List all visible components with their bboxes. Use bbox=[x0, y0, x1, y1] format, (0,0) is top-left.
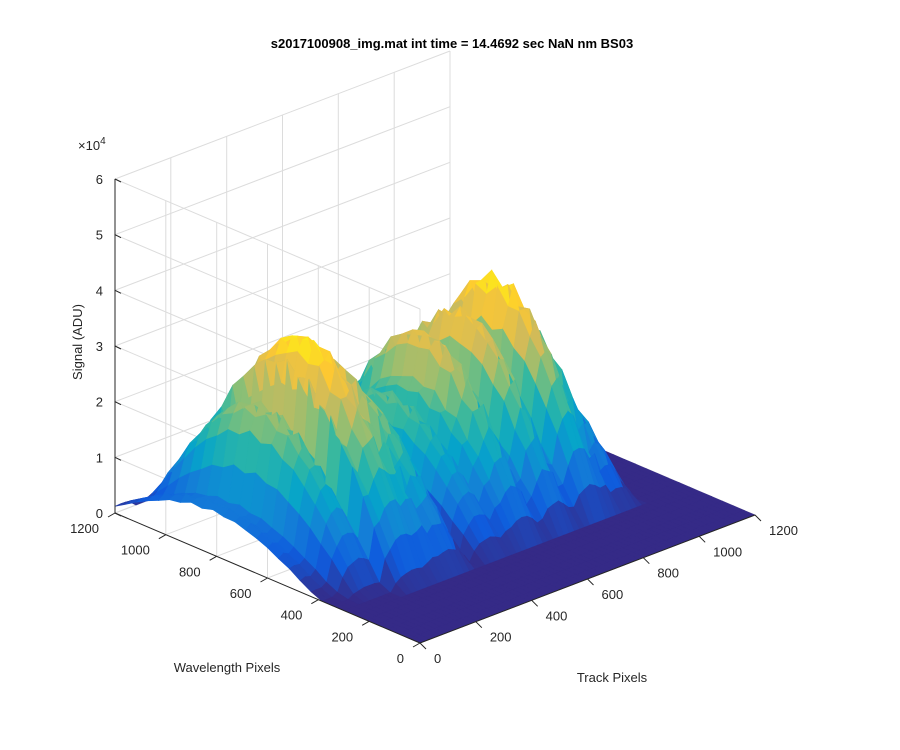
y-tick-label: 1000 bbox=[121, 543, 150, 558]
z-tick-mark bbox=[114, 345, 122, 350]
x-tick-label: 200 bbox=[490, 630, 512, 645]
z-exponent-base: ×10 bbox=[78, 138, 100, 153]
z-tick-mark bbox=[114, 456, 122, 461]
z-tick-mark bbox=[114, 401, 122, 406]
x-tick-label: 800 bbox=[657, 566, 679, 581]
y-tick-label: 1200 bbox=[70, 521, 99, 536]
z-exponent-power: 4 bbox=[100, 136, 106, 147]
z-tick-mark bbox=[114, 512, 122, 517]
z-tick-mark bbox=[114, 178, 122, 183]
y-tick-mark bbox=[311, 599, 319, 605]
x-tick-mark bbox=[754, 514, 762, 522]
z-tick-label: 1 bbox=[96, 450, 103, 465]
x-tick-label: 0 bbox=[434, 651, 441, 666]
x-tick-mark bbox=[642, 557, 650, 565]
y-axis-label: Wavelength Pixels bbox=[174, 660, 281, 675]
x-tick-mark bbox=[698, 535, 706, 543]
tick-layer: 0200400600800100012000200400600800100012… bbox=[70, 172, 798, 666]
z-tick-label: 2 bbox=[96, 395, 103, 410]
y-tick-label: 400 bbox=[281, 608, 303, 623]
y-tick-mark bbox=[361, 620, 370, 626]
y-tick-label: 800 bbox=[179, 564, 201, 579]
x-tick-mark bbox=[531, 599, 539, 607]
z-tick-label: 6 bbox=[96, 172, 103, 187]
y-tick-mark bbox=[412, 642, 421, 648]
x-tick-mark bbox=[587, 578, 594, 586]
x-tick-label: 1200 bbox=[769, 523, 798, 538]
z-tick-label: 4 bbox=[96, 283, 103, 298]
y-tick-mark bbox=[260, 577, 268, 583]
x-axis-label: Track Pixels bbox=[577, 670, 648, 685]
z-tick-label: 0 bbox=[96, 506, 103, 521]
chart-title: s2017100908_img.mat int time = 14.4692 s… bbox=[271, 36, 633, 51]
x-tick-label: 1000 bbox=[713, 544, 742, 559]
z-tick-label: 3 bbox=[96, 339, 103, 354]
surface-layer bbox=[114, 269, 756, 644]
y-tick-mark bbox=[209, 555, 217, 561]
z-tick-mark bbox=[114, 289, 122, 294]
x-tick-mark bbox=[475, 621, 483, 629]
z-exponent-label: ×104 bbox=[78, 136, 106, 153]
x-tick-mark bbox=[419, 642, 427, 650]
y-tick-label: 600 bbox=[230, 586, 252, 601]
z-tick-label: 5 bbox=[96, 228, 103, 243]
z-tick-mark bbox=[114, 234, 122, 239]
z-axis-label: Signal (ADU) bbox=[70, 304, 85, 380]
y-tick-label: 0 bbox=[397, 651, 404, 666]
y-tick-mark bbox=[158, 534, 167, 540]
x-tick-label: 600 bbox=[602, 587, 624, 602]
x-tick-label: 400 bbox=[546, 608, 568, 623]
y-tick-label: 200 bbox=[331, 629, 353, 644]
y-tick-mark bbox=[107, 512, 116, 518]
